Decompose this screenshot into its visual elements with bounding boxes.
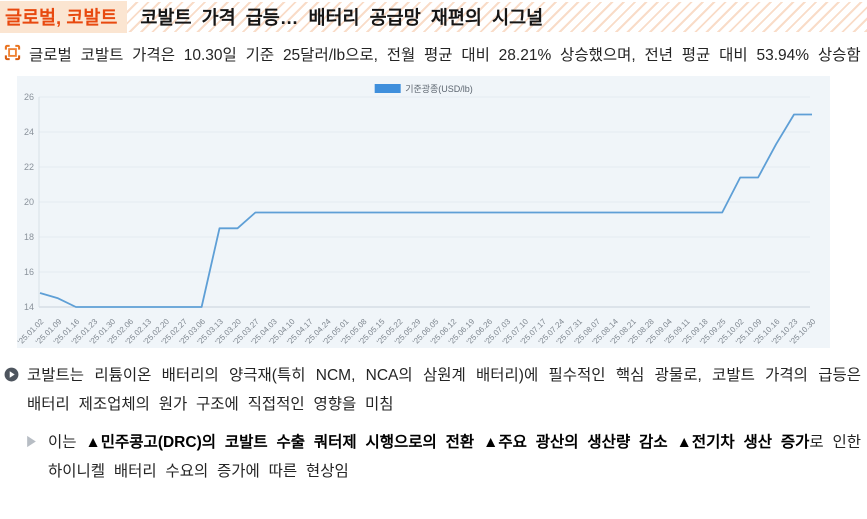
cause-text: 이는 ▲민주콩고(DRC)의 코발트 수출 쿼터제 시행으로의 전환 ▲주요 광… bbox=[48, 428, 861, 486]
cause-prefix: 이는 bbox=[48, 434, 86, 451]
legend-swatch bbox=[374, 84, 401, 93]
circle-arrow-icon bbox=[4, 367, 19, 382]
frame-target-icon bbox=[4, 44, 21, 61]
chart-svg: 14161820222426'25.01.02'25.01.09'25.01.1… bbox=[17, 92, 818, 347]
page-title: 코발트 가격 급등… 배터리 공급망 재편의 시그널 bbox=[140, 7, 544, 28]
svg-text:16: 16 bbox=[24, 267, 34, 277]
svg-text:22: 22 bbox=[24, 162, 34, 172]
cobalt-price-chart: 14 16 18 20 22 24 26'25.01.02'25.01.09'25.01.1… bbox=[17, 76, 830, 348]
cause-bold: ▲민주콩고(DRC)의 코발트 수출 쿼터제 시행으로의 전환 ▲주요 광산의 … bbox=[85, 434, 810, 451]
topic-tag: 글로벌, 코발트 bbox=[0, 1, 128, 33]
cause-suffix: 로 인한 하이니켈 배터리 수요의 증가에 따른 현상임 bbox=[48, 434, 862, 480]
page-header: 글로벌, 코발트 코발트 가격 급등… 배터리 공급망 재편의 시그널 bbox=[0, 1, 867, 33]
insight-text: 코발트는 리튬이온 배터리의 양극재(특히 NCM, NCA의 삼원계 배터리)… bbox=[27, 367, 861, 413]
triangle-bullet-icon bbox=[26, 435, 37, 448]
svg-text:20: 20 bbox=[24, 197, 34, 207]
legend-label: 기준광종(USD/lb) bbox=[405, 84, 473, 94]
summary-text: 글로벌 코발트 가격은 10.30일 기준 25달러/lb으로, 전월 평균 대… bbox=[29, 47, 861, 64]
cause-bullet: 이는 ▲민주콩고(DRC)의 코발트 수출 쿼터제 시행으로의 전환 ▲주요 광… bbox=[26, 428, 861, 486]
report-page: 글로벌, 코발트 코발트 가격 급등… 배터리 공급망 재편의 시그널 글로벌 … bbox=[0, 1, 867, 486]
svg-text:24: 24 bbox=[24, 127, 34, 137]
summary-bullet: 글로벌 코발트 가격은 10.30일 기준 25달러/lb으로, 전월 평균 대… bbox=[4, 40, 862, 72]
insight-bullet: 코발트는 리튬이온 배터리의 양극재(특히 NCM, NCA의 삼원계 배터리)… bbox=[4, 361, 861, 419]
chart-legend: 기준광종(USD/lb) bbox=[374, 82, 473, 95]
svg-text:14: 14 bbox=[24, 302, 34, 312]
svg-text:26: 26 bbox=[24, 92, 34, 102]
svg-text:18: 18 bbox=[24, 232, 34, 242]
